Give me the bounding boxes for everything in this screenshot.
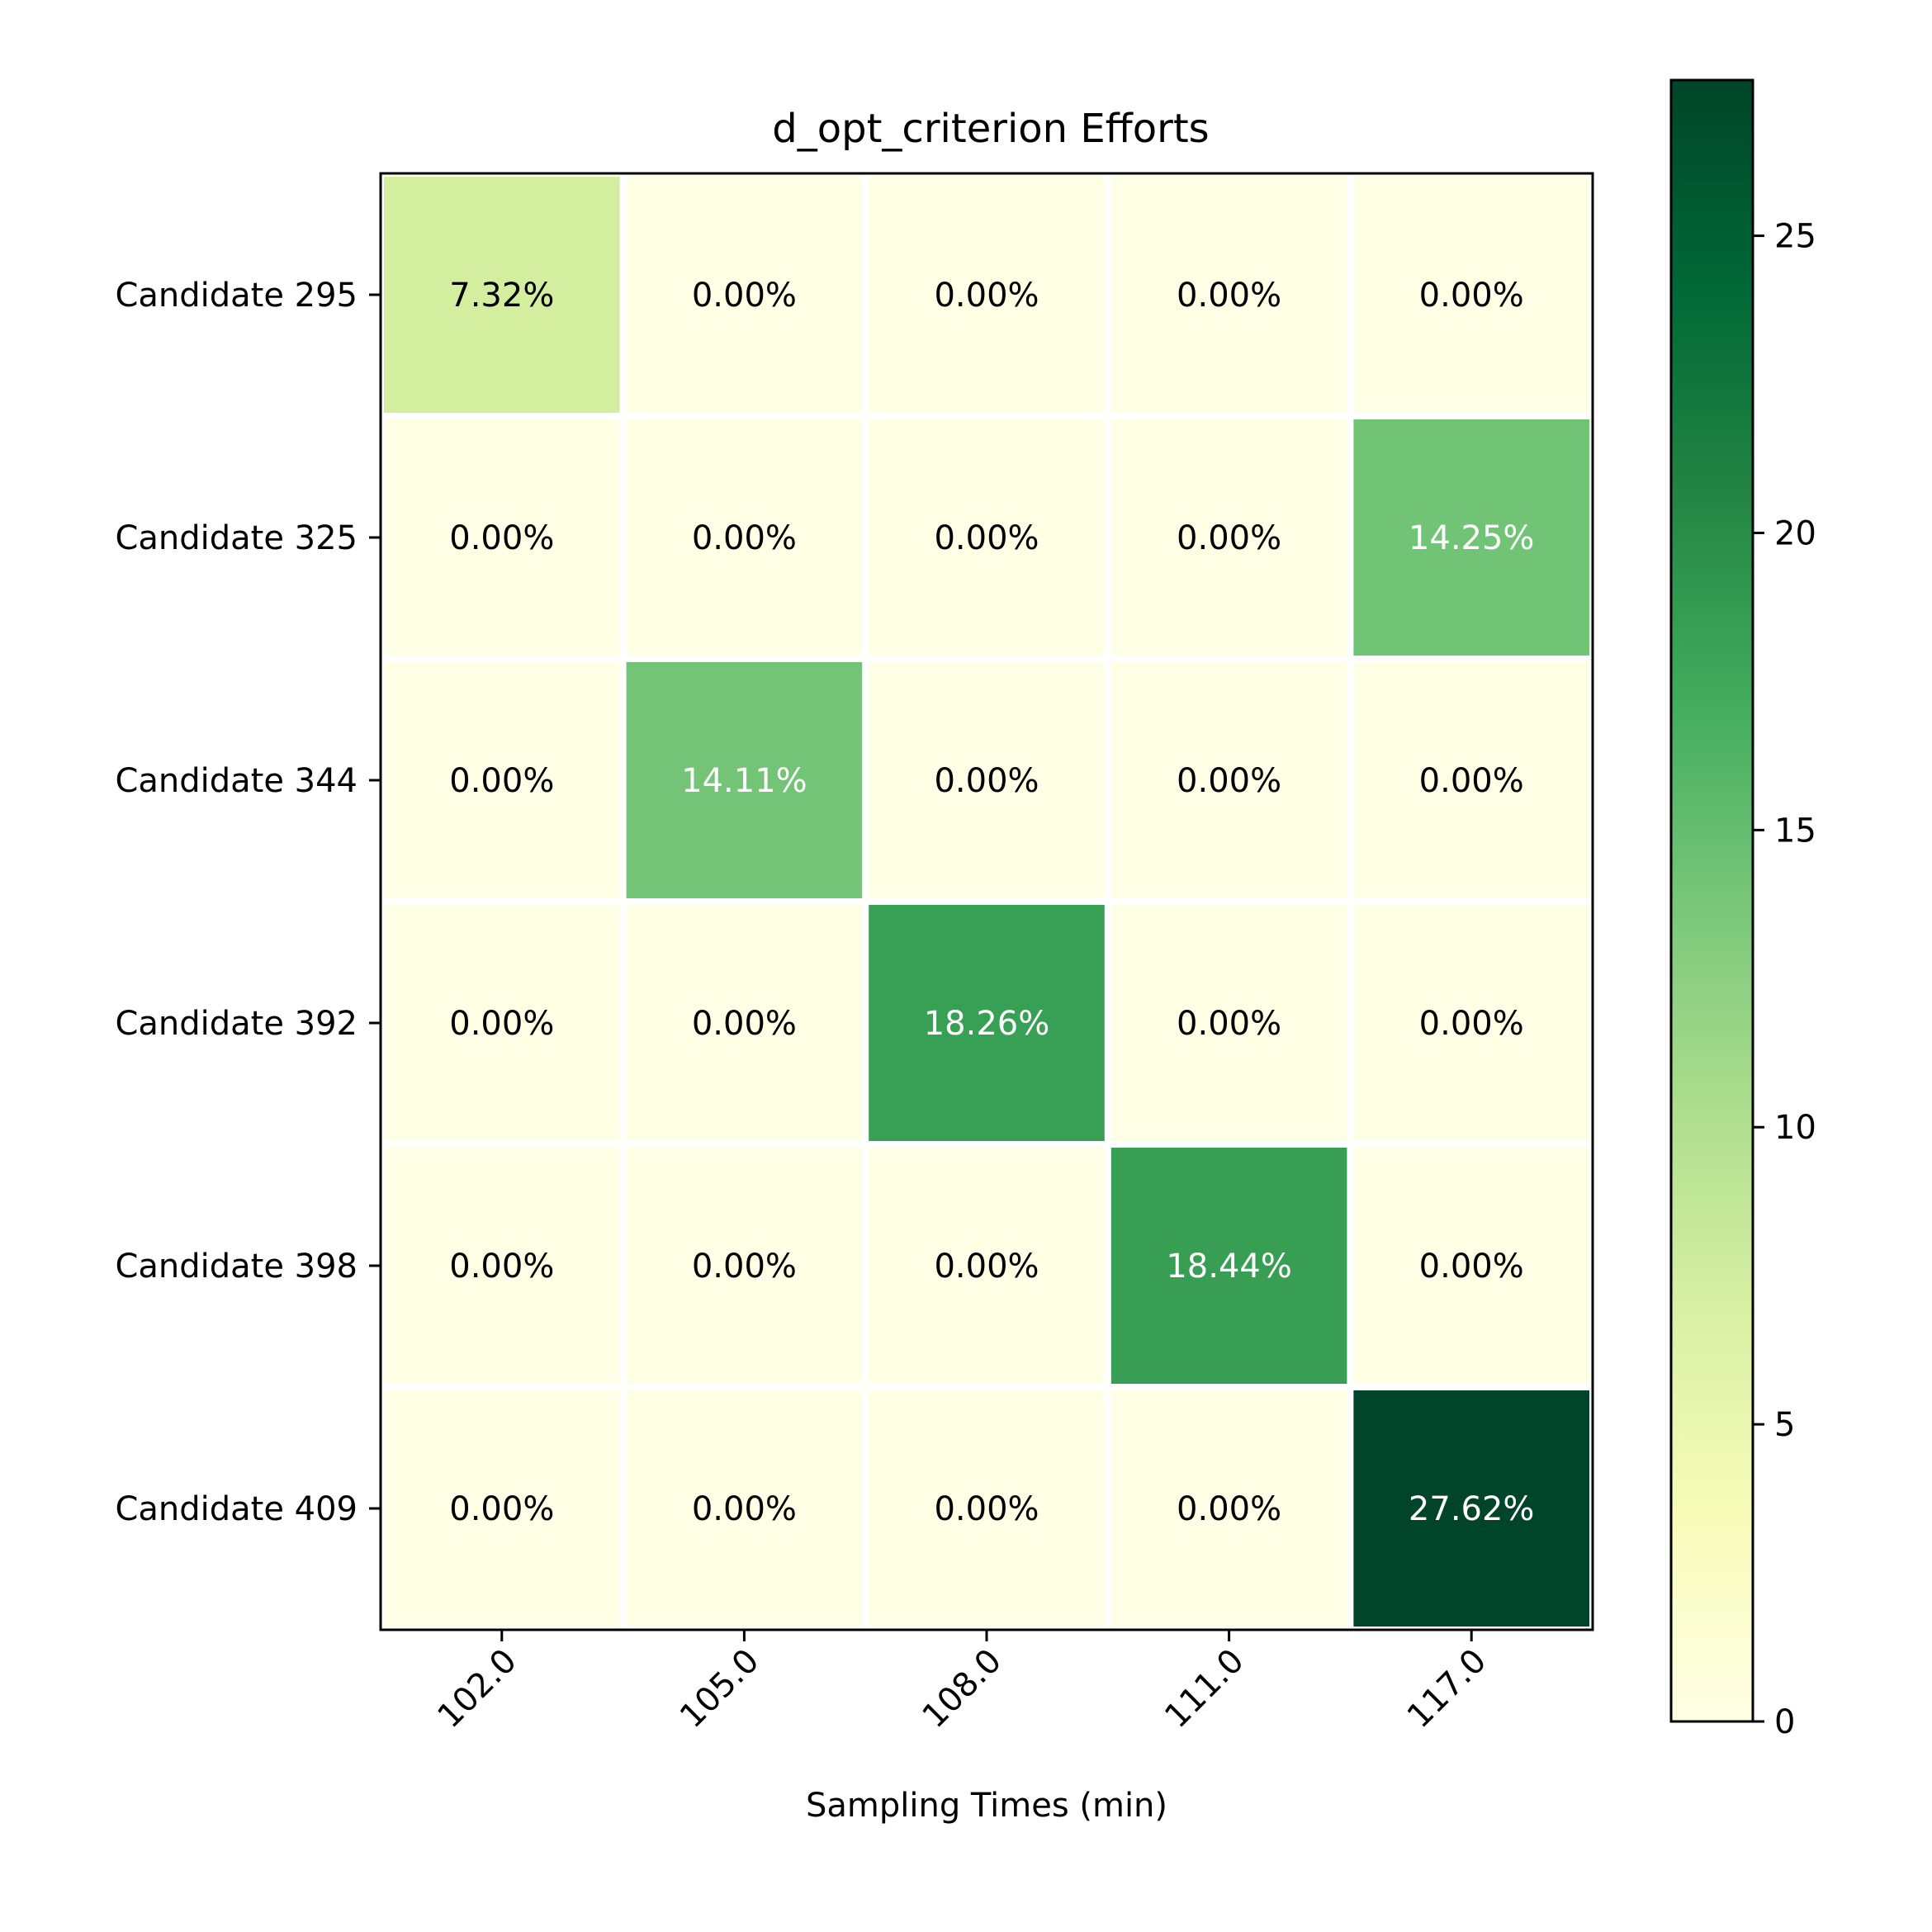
cell-value-label: 0.00% — [449, 762, 554, 800]
heatmap-cell — [869, 905, 1105, 1141]
heatmap-cell — [626, 1148, 863, 1384]
heatmap-cell — [1353, 419, 1589, 656]
colorbar: 0 5 10 15 20 25 — [1669, 78, 1816, 1741]
cell-value-label: 0.00% — [449, 1005, 554, 1043]
cell-value-label: 0.00% — [449, 1248, 554, 1286]
cell-value-label: 0.00% — [1419, 1005, 1524, 1043]
colorbar-tick-label: 25 — [1774, 218, 1816, 256]
cell-value-label: 0.00% — [449, 1490, 554, 1528]
cell-value-label: 0.00% — [1419, 762, 1524, 800]
heatmap-cell — [1353, 662, 1589, 898]
heatmap-cell — [1110, 662, 1347, 898]
heatmap-cell — [1110, 1148, 1347, 1384]
x-axis: 102.0 105.0 108.0 111.0 117.0 — [430, 1630, 1494, 1735]
heatmap-cell — [384, 177, 620, 413]
heatmap-cell — [1353, 1390, 1589, 1627]
y-tick-label: Candidate 295 — [115, 277, 358, 315]
colorbar-tick-label: 5 — [1774, 1406, 1795, 1444]
heatmap-cell — [626, 177, 863, 413]
cell-value-label: 0.00% — [934, 519, 1039, 557]
heatmap-cell — [869, 1390, 1105, 1627]
cell-value-label: 0.00% — [1419, 277, 1524, 315]
cell-value-label: 0.00% — [1177, 519, 1281, 557]
y-tick-label: Candidate 344 — [115, 762, 358, 800]
cell-value-label: 0.00% — [934, 1248, 1039, 1286]
heatmap-cell — [626, 1390, 863, 1627]
cell-value-label: 14.25% — [1409, 519, 1535, 557]
heatmap-cell — [869, 419, 1105, 656]
heatmap-cell — [869, 177, 1105, 413]
colorbar-tick-label: 20 — [1774, 514, 1816, 552]
cell-value-label: 18.26% — [924, 1005, 1050, 1043]
heatmap-cell — [626, 905, 863, 1141]
cell-value-label: 0.00% — [934, 1490, 1039, 1528]
cell-value-label: 0.00% — [449, 519, 554, 557]
x-tick-label: 108.0 — [916, 1642, 1010, 1736]
cell-value-label: 14.11% — [681, 762, 807, 800]
heatmap-cell — [384, 905, 620, 1141]
heatmap-cell — [1353, 177, 1589, 413]
colorbar-ticks: 0 5 10 15 20 25 — [1753, 218, 1816, 1741]
heatmap-cell — [384, 1390, 620, 1627]
x-tick-label: 111.0 — [1158, 1642, 1252, 1736]
x-axis-label: Sampling Times (min) — [806, 1787, 1167, 1825]
cell-value-label: 0.00% — [1177, 1490, 1281, 1528]
heatmap-cell — [869, 1148, 1105, 1384]
colorbar-gradient — [1671, 80, 1753, 1721]
heatmap-cell — [384, 419, 620, 656]
cell-value-label: 0.00% — [934, 762, 1039, 800]
y-tick-label: Candidate 325 — [115, 519, 358, 557]
x-tick-label: 117.0 — [1400, 1642, 1494, 1736]
cell-value-label: 0.00% — [1419, 1248, 1524, 1286]
heatmap-cell — [384, 662, 620, 898]
x-tick-label: 105.0 — [673, 1642, 767, 1736]
heatmap-cells — [384, 177, 1589, 1627]
cell-value-label: 0.00% — [1177, 277, 1281, 315]
cell-value-labels: 7.32% 0.00% 0.00% 0.00% 0.00% 0.00% 0.00% 0.00%… — [449, 277, 1534, 1528]
heatmap-cell — [1353, 905, 1589, 1141]
cell-value-label: 7.32% — [449, 277, 554, 315]
cell-value-label: 0.00% — [1177, 762, 1281, 800]
cell-value-label: 27.62% — [1409, 1490, 1535, 1528]
chart-title: d_opt_criterion Efforts — [772, 106, 1209, 152]
cell-value-label: 18.44% — [1166, 1248, 1292, 1286]
heatmap-cell — [626, 662, 863, 898]
colorbar-frame — [1669, 78, 1754, 1723]
colorbar-tick-label: 0 — [1774, 1703, 1795, 1741]
heatmap-cell — [869, 662, 1105, 898]
y-tick-label: Candidate 409 — [115, 1490, 358, 1528]
heatmap-cell — [626, 419, 863, 656]
heatmap-cell — [384, 1148, 620, 1384]
cell-value-label: 0.00% — [1177, 1005, 1281, 1043]
heatmap-cell — [1110, 177, 1347, 413]
cell-value-label: 0.00% — [692, 519, 797, 557]
cell-value-label: 0.00% — [692, 277, 797, 315]
heatmap-cell — [1353, 1148, 1589, 1384]
x-tick-label: 102.0 — [430, 1642, 524, 1736]
heatmap-cell — [1110, 905, 1347, 1141]
cell-value-label: 0.00% — [692, 1490, 797, 1528]
cell-value-label: 0.00% — [692, 1005, 797, 1043]
y-tick-label: Candidate 392 — [115, 1005, 358, 1043]
y-axis: Candidate 295 Candidate 325 Candidate 344 C… — [115, 277, 381, 1528]
y-tick-label: Candidate 398 — [115, 1248, 358, 1286]
colorbar-tick-label: 10 — [1774, 1109, 1816, 1147]
cell-value-label: 0.00% — [692, 1248, 797, 1286]
heatmap-cell — [1110, 1390, 1347, 1627]
colorbar-tick-label: 15 — [1774, 812, 1816, 850]
cell-value-label: 0.00% — [934, 277, 1039, 315]
heatmap-cell — [1110, 419, 1347, 656]
